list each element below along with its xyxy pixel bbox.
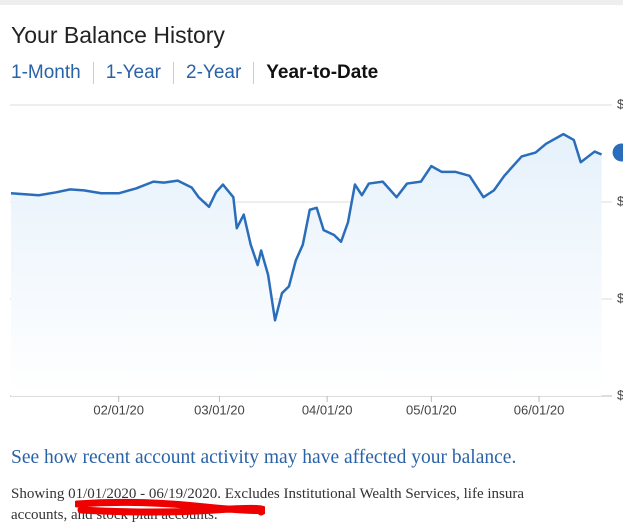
tabs: 1-Month 1-Year 2-Year Year-to-Date xyxy=(11,62,390,84)
x-tick-label: 06/01/20 xyxy=(514,402,565,417)
tab[interactable]: 2-Year xyxy=(173,62,253,84)
disclaimer: Showing 01/01/2020 - 06/19/2020. Exclude… xyxy=(11,486,525,502)
y-tick-label: $ xyxy=(617,290,623,305)
x-tick-label: 03/01/20 xyxy=(194,402,245,417)
y-tick-label: $ xyxy=(617,96,623,111)
activity-link[interactable]: See how recent account activity may have… xyxy=(11,447,517,468)
tab[interactable]: 1-Year xyxy=(92,62,173,84)
title: Your Balance History xyxy=(11,22,225,48)
line xyxy=(10,132,603,322)
x-tick-label: 02/01/20 xyxy=(93,402,144,417)
x-tick-label: 05/01/20 xyxy=(406,402,457,417)
tab[interactable]: 1-Month xyxy=(11,62,81,83)
y-tick-label: $ xyxy=(617,193,623,208)
end-marker xyxy=(612,143,623,162)
redaction xyxy=(75,498,265,516)
top-strip xyxy=(0,0,623,5)
chart: $ $ $ $02/01/20 03/01/20 04/01/20 05/01/20 06/0… xyxy=(10,96,623,417)
tab[interactable]: Year-to-Date xyxy=(253,62,390,84)
area xyxy=(11,134,602,396)
x-tick-label: 04/01/20 xyxy=(302,402,353,417)
y-tick-label: $ xyxy=(617,387,623,402)
